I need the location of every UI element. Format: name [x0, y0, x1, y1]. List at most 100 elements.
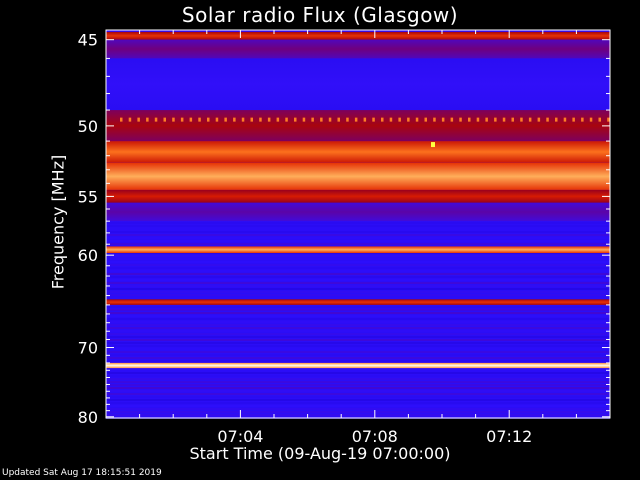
interference-dot [241, 117, 245, 122]
x-tick-label: 07:04 [217, 427, 263, 446]
channel-stripe [106, 264, 610, 266]
interference-dot [320, 117, 323, 122]
channel-stripe [106, 261, 610, 263]
channel-stripe [106, 336, 610, 338]
interference-dot [233, 117, 236, 122]
interference-dot [598, 117, 601, 122]
channel-stripe [106, 321, 610, 323]
interference-dot [276, 117, 280, 122]
channel-stripe [106, 378, 610, 380]
interference-dot [294, 117, 297, 122]
channel-stripe [106, 318, 610, 320]
interference-dot [120, 117, 123, 122]
channel-stripe [106, 372, 610, 374]
interference-dot [354, 117, 358, 122]
channel-stripe [106, 414, 610, 416]
y-tick-label: 80 [78, 408, 98, 427]
updated-timestamp: Updated Sat Aug 17 18:15:51 2019 [2, 468, 162, 478]
interference-dot [476, 117, 480, 122]
interference-dot [407, 117, 410, 122]
channel-stripe [106, 270, 610, 272]
channel-stripe [106, 396, 610, 398]
bright-spot [431, 142, 435, 148]
channel-stripe [106, 279, 610, 281]
emission-band [106, 110, 610, 142]
channel-stripe [106, 222, 610, 224]
channel-stripe [106, 360, 610, 362]
channel-stripe [106, 297, 610, 299]
emission-band [106, 189, 610, 203]
interference-dot [563, 117, 567, 122]
interference-dot [172, 117, 175, 122]
channel-stripe [106, 228, 610, 230]
emission-band [106, 202, 610, 222]
emission-band [106, 362, 610, 369]
channel-stripe [106, 231, 610, 233]
channel-stripe [106, 324, 610, 326]
channel-stripe [106, 330, 610, 332]
interference-dot [537, 117, 541, 122]
channel-stripe [106, 309, 610, 311]
interference-dot [511, 117, 514, 122]
channel-stripe [106, 357, 610, 359]
interference-dot [215, 117, 219, 122]
channel-stripe [106, 381, 610, 383]
channel-stripe [106, 267, 610, 269]
interference-dot [555, 117, 558, 122]
emission-band [106, 31, 610, 40]
channel-stripe [106, 402, 610, 404]
x-tick-label: 07:12 [486, 427, 532, 446]
channel-stripe [106, 225, 610, 227]
interference-dot [581, 117, 584, 122]
interference-dot [259, 117, 262, 122]
interference-dot [372, 117, 375, 122]
channel-stripe [106, 255, 610, 257]
channel-stripe [106, 243, 610, 245]
emission-band [106, 141, 610, 163]
x-tick-label: 07:08 [352, 427, 398, 446]
interference-dot [520, 117, 523, 122]
channel-stripe [106, 327, 610, 329]
interference-dot [433, 117, 436, 122]
x-axis-label: Start Time (09-Aug-19 07:00:00) [189, 444, 451, 463]
interference-dot [468, 117, 471, 122]
emission-band [106, 162, 610, 190]
interference-dot [311, 117, 314, 122]
channel-stripe [106, 306, 610, 308]
interference-dot [502, 117, 506, 122]
channel-stripe [106, 291, 610, 293]
channel-stripe [106, 315, 610, 317]
channel-stripe [106, 339, 610, 341]
channel-stripe [106, 405, 610, 407]
interference-dot [546, 117, 549, 122]
interference-dot [189, 117, 193, 122]
channel-stripe [106, 411, 610, 413]
interference-dot [494, 117, 497, 122]
channel-stripe [106, 258, 610, 260]
channel-stripe [106, 384, 610, 386]
channel-stripe [106, 369, 610, 371]
interference-dot [154, 117, 158, 122]
interference-dot [589, 117, 593, 122]
interference-dot [128, 117, 132, 122]
interference-dot [450, 117, 454, 122]
channel-stripe [106, 312, 610, 314]
channel-stripe [106, 348, 610, 350]
interference-dot [363, 117, 367, 122]
interference-dot [224, 117, 227, 122]
channel-stripe [106, 273, 610, 275]
y-tick-label: 55 [78, 187, 98, 206]
channel-stripe [106, 342, 610, 344]
y-tick-label: 50 [78, 117, 98, 136]
interference-dot [198, 117, 201, 122]
channel-stripe [106, 234, 610, 236]
interference-dot [572, 117, 575, 122]
interference-dot [389, 117, 393, 122]
y-tick-label: 60 [78, 246, 98, 265]
interference-dot [163, 117, 166, 122]
interference-dot [302, 117, 306, 122]
interference-dot [285, 117, 288, 122]
channel-stripe [106, 393, 610, 395]
channel-stripe [106, 333, 610, 335]
